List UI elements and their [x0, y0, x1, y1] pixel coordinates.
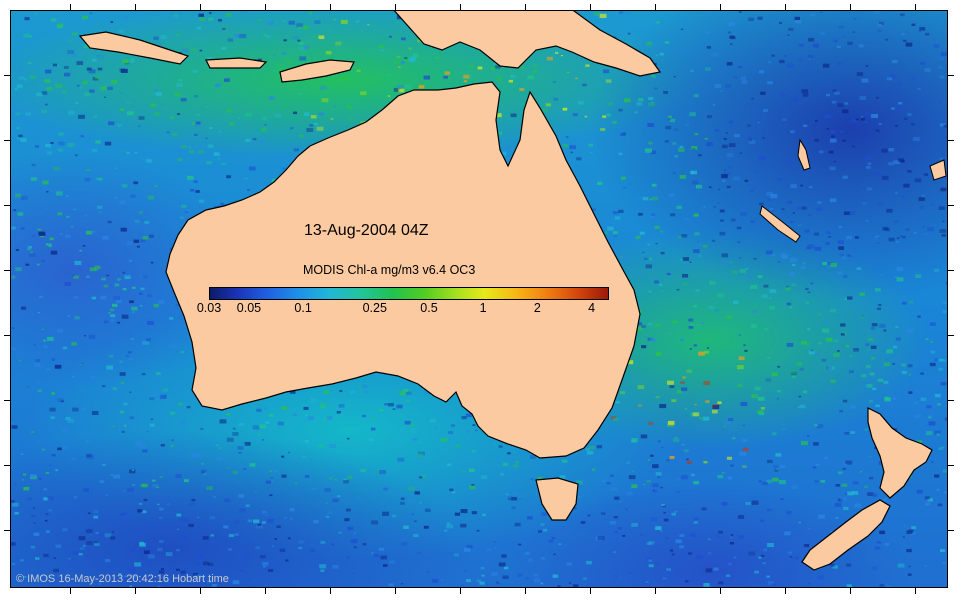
colorbar-tick-label: 0.5: [420, 301, 438, 315]
frame-tick: [785, 588, 786, 594]
frame-tick: [850, 588, 851, 594]
frame-tick: [655, 4, 656, 10]
frame-tick: [330, 588, 331, 594]
frame-tick: [4, 270, 10, 271]
colorbar-tick-label: 0.1: [294, 301, 312, 315]
frame-tick: [4, 140, 10, 141]
new-caledonia-landmass: [759, 205, 801, 243]
frame-tick: [4, 465, 10, 466]
frame-tick: [200, 588, 201, 594]
lesser-sunda-landmass: [205, 57, 268, 69]
new-zealand-south-landmass: [801, 499, 891, 571]
frame-tick: [70, 588, 71, 594]
frame-tick: [915, 588, 916, 594]
frame-tick: [200, 4, 201, 10]
frame-tick: [330, 4, 331, 10]
frame-tick: [4, 205, 10, 206]
frame-tick: [590, 588, 591, 594]
frame-tick: [915, 4, 916, 10]
map-title: 13-Aug-2004 04Z: [304, 222, 429, 239]
credit-text: © IMOS 16-May-2013 20:42:16 Hobart time: [16, 573, 229, 585]
frame-tick: [395, 588, 396, 594]
frame-tick: [850, 4, 851, 10]
frame-tick: [948, 400, 954, 401]
frame-tick: [948, 205, 954, 206]
new-zealand-north-landmass: [867, 407, 933, 499]
frame-tick: [70, 4, 71, 10]
frame-tick: [4, 335, 10, 336]
frame-tick: [525, 588, 526, 594]
colorbar-tick-label: 0.05: [236, 301, 262, 315]
colorbar: [209, 287, 609, 300]
frame-tick: [135, 588, 136, 594]
colorbar-tick-label: 2: [533, 301, 541, 315]
frame-tick: [590, 4, 591, 10]
frame-tick: [4, 530, 10, 531]
frame-tick: [720, 4, 721, 10]
landmasses: [78, 10, 947, 571]
frame-tick: [460, 588, 461, 594]
frame-tick: [4, 400, 10, 401]
frame-tick: [948, 465, 954, 466]
colorbar-tick-label: 1: [479, 301, 487, 315]
colorbar-tick-label: 4: [588, 301, 596, 315]
frame-tick: [395, 4, 396, 10]
tasmania-landmass: [535, 477, 579, 521]
frame-tick: [135, 4, 136, 10]
frame-tick: [525, 4, 526, 10]
vanuatu-islands: [797, 138, 811, 171]
colorbar-tick-label: 0.25: [362, 301, 387, 315]
frame-tick: [4, 75, 10, 76]
frame-tick: [948, 530, 954, 531]
frame-tick: [948, 75, 954, 76]
frame-tick: [720, 588, 721, 594]
frame-tick: [265, 4, 266, 10]
java-landmass: [78, 31, 190, 65]
frame-tick: [655, 588, 656, 594]
frame-tick: [948, 140, 954, 141]
frame-tick: [948, 270, 954, 271]
new-guinea-landmass: [392, 10, 662, 77]
timor-landmass: [279, 59, 355, 83]
frame-tick: [460, 4, 461, 10]
colorbar-tick-label: 0.03: [196, 301, 222, 315]
frame-tick: [265, 588, 266, 594]
australia-landmass: [165, 81, 641, 459]
frame-tick: [785, 4, 786, 10]
chlorophyll-map: [10, 10, 948, 588]
frame-tick: [948, 335, 954, 336]
fiji-islands: [929, 159, 947, 181]
colorbar-label: MODIS Chl-a mg/m3 v6.4 OC3: [303, 263, 476, 277]
